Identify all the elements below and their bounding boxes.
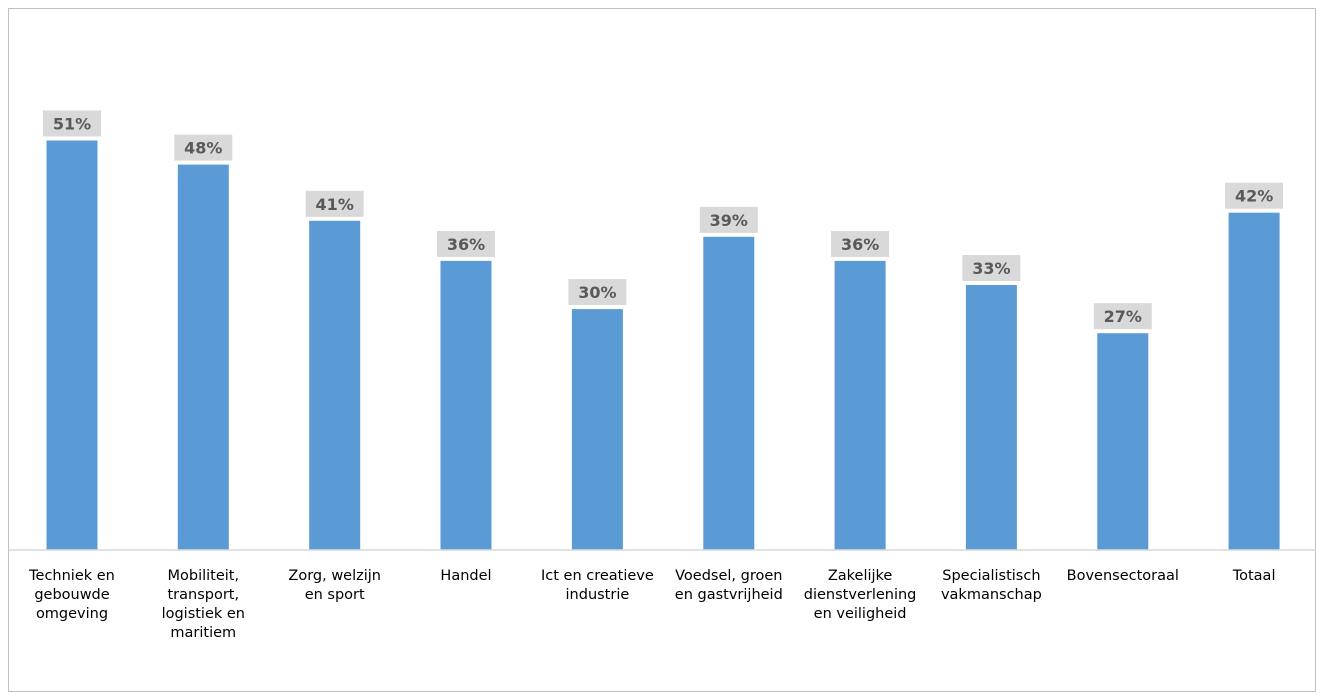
x-tick-label: Totaal	[1232, 568, 1276, 584]
data-label-box	[962, 255, 1021, 281]
bar-group: 36%	[831, 230, 890, 550]
x-tick-label-line: en veiligheid	[814, 606, 907, 622]
bar-group: 36%	[437, 230, 495, 550]
bar-group: 30%	[568, 279, 627, 550]
x-tick-label-line: logistiek en	[162, 606, 245, 622]
x-tick-label: Zorg, welzijn en sport	[288, 568, 381, 603]
x-tick-label-line: industrie	[566, 587, 630, 603]
data-label-box	[174, 134, 233, 161]
x-tick-label-line: en gastvrijheid	[675, 587, 783, 603]
data-label: 41%	[316, 195, 354, 214]
bar-group: 41%	[305, 190, 364, 551]
x-tick-label-line: dienstverlening	[804, 587, 917, 603]
bar	[965, 285, 1017, 550]
bar-group: 39%	[699, 206, 758, 551]
x-tick-label-line: en sport	[305, 587, 365, 603]
x-tick-label: Mobiliteit, transport, logistiek en maritie…	[162, 568, 245, 641]
data-label: 51%	[53, 115, 91, 134]
x-tick-label-line: Techniek en	[28, 568, 115, 584]
data-label: 33%	[972, 259, 1010, 278]
x-tick-label-line: Handel	[440, 568, 491, 584]
data-label-box	[437, 230, 495, 257]
bar	[309, 220, 361, 551]
x-tick-label-line: vakmanschap	[941, 587, 1042, 603]
x-tick-label-line: transport,	[167, 587, 239, 603]
data-label-box	[43, 110, 101, 137]
data-label-box	[831, 230, 890, 257]
data-label-box	[1225, 182, 1284, 209]
x-tick-label-line: Voedsel, groen	[675, 568, 782, 584]
bar	[440, 260, 492, 550]
data-label: 39%	[710, 211, 748, 230]
bar-group: 27%	[1093, 303, 1152, 550]
x-tick-label-line: Mobiliteit,	[167, 568, 239, 584]
x-tick-label: Handel	[440, 568, 491, 584]
x-tick-label-line: Zorg, welzijn	[288, 568, 381, 584]
bar-group: 42%	[1225, 182, 1284, 550]
data-label: 27%	[1104, 307, 1142, 326]
data-label: 36%	[447, 235, 485, 254]
bar	[177, 164, 229, 550]
bar	[1228, 212, 1280, 550]
bar-group: 48%	[174, 134, 233, 550]
data-label-box	[699, 206, 758, 233]
x-tick-label-line: Totaal	[1232, 568, 1276, 584]
data-label: 42%	[1235, 187, 1273, 206]
data-label: 36%	[841, 235, 879, 254]
bar-group: 51%	[43, 110, 101, 550]
x-tick-label-line: gebouwde	[34, 587, 109, 603]
x-tick-label-line: Ict en creatieve	[541, 568, 654, 584]
x-tick-label-line: Specialistisch	[942, 568, 1040, 584]
x-tick-label-line: omgeving	[36, 606, 108, 622]
bar	[703, 236, 755, 551]
x-tick-label-line: Bovensectoraal	[1067, 568, 1179, 584]
bar	[571, 309, 623, 550]
x-tick-label-line: maritiem	[170, 625, 236, 641]
data-label-box	[305, 190, 364, 217]
data-label: 30%	[578, 283, 616, 302]
bar	[1097, 333, 1149, 550]
x-tick-label: Voedsel, groen en gastvrijheid	[675, 568, 783, 603]
bar	[46, 140, 98, 550]
x-tick-label: Bovensectoraal	[1067, 568, 1179, 584]
data-label-box	[1093, 303, 1152, 330]
x-tick-label: Zakelijke dienstverlening en veiligheid	[804, 568, 917, 622]
data-label-box	[568, 279, 627, 306]
x-tick-label: Techniek en gebouwde omgeving	[28, 568, 115, 622]
x-tick-label: Ict en creatieve industrie	[541, 568, 654, 603]
bar	[834, 260, 886, 550]
x-tick-label: Specialistisch vakmanschap	[941, 568, 1042, 603]
bar-group: 33%	[962, 255, 1021, 550]
data-label: 48%	[184, 139, 222, 158]
x-tick-label-line: Zakelijke	[828, 568, 893, 584]
